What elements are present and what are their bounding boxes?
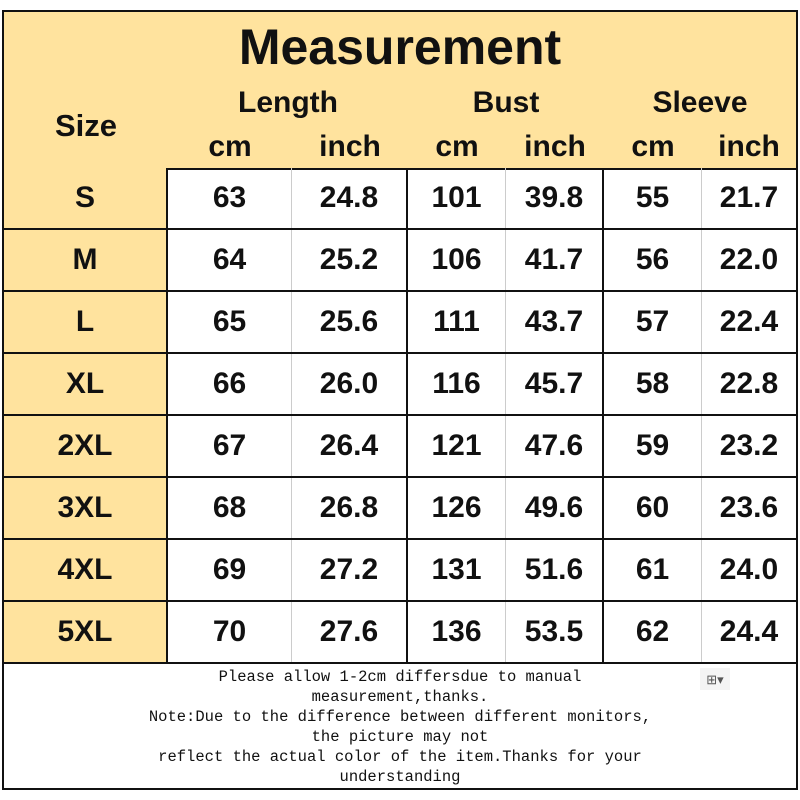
value-cell: 64 <box>168 230 292 290</box>
sleeve-header: Sleeve <box>652 86 748 119</box>
table-row: M 64 25.2 106 41.7 56 22.0 <box>4 230 796 292</box>
table-title: Measurement <box>238 19 562 75</box>
bust-header: Bust <box>472 86 540 119</box>
value-cell: 131 <box>408 540 506 600</box>
table-row: XL 66 26.0 116 45.7 58 22.8 <box>4 354 796 416</box>
size-cell: 4XL <box>4 540 168 600</box>
value-cell: 136 <box>408 602 506 662</box>
unit-header: inch <box>524 130 586 163</box>
value-cell: 26.8 <box>292 478 408 538</box>
table-row: 2XL 67 26.4 121 47.6 59 23.2 <box>4 416 796 478</box>
unit-header: cm <box>631 130 675 163</box>
value-cell: 69 <box>168 540 292 600</box>
value-cell: 51.6 <box>506 540 604 600</box>
value-cell: 47.6 <box>506 416 604 476</box>
value-cell: 55 <box>604 168 702 228</box>
size-column-header: Size <box>54 107 118 143</box>
value-cell: 63 <box>168 168 292 228</box>
note-line: Note:Due to the difference between diffe… <box>148 708 652 726</box>
unit-header: inch <box>319 130 381 163</box>
value-cell: 57 <box>604 292 702 352</box>
value-cell: 22.0 <box>719 243 779 276</box>
value-cell: 66 <box>168 354 292 414</box>
value-cell: 62 <box>604 602 702 662</box>
size-chart-table: Measurement Size Length Bust Sleeve cm i… <box>2 10 798 790</box>
value-cell: 101 <box>408 168 506 228</box>
value-cell: 24.0 <box>719 553 779 586</box>
value-cell: 22.4 <box>719 305 779 338</box>
unit-header: cm <box>435 130 479 163</box>
value-cell: 27.2 <box>292 540 408 600</box>
value-cell: 21.7 <box>719 181 779 214</box>
table-row: 5XL 70 27.6 136 53.5 62 24.4 <box>4 602 796 664</box>
unit-header: cm <box>208 130 252 163</box>
table-row: 3XL 68 26.8 126 49.6 60 23.6 <box>4 478 796 540</box>
value-cell: 111 <box>408 292 506 352</box>
value-cell: 56 <box>604 230 702 290</box>
note-line: the picture may not <box>311 728 489 746</box>
value-cell: 67 <box>168 416 292 476</box>
value-cell: 65 <box>168 292 292 352</box>
size-cell: 5XL <box>4 602 168 662</box>
size-cell: 3XL <box>4 478 168 538</box>
value-cell: 23.2 <box>719 429 779 462</box>
length-header: Length <box>238 86 338 119</box>
size-cell: 2XL <box>4 416 168 476</box>
value-cell: 39.8 <box>506 168 604 228</box>
table-row: L 65 25.6 111 43.7 57 22.4 <box>4 292 796 354</box>
size-cell: S <box>4 168 168 228</box>
value-cell: 25.6 <box>292 292 408 352</box>
value-cell: 126 <box>408 478 506 538</box>
value-cell: 23.6 <box>719 491 779 524</box>
value-cell: 41.7 <box>506 230 604 290</box>
note-line: understanding <box>339 768 461 786</box>
disclaimer-note: Please allow 1-2cm differsdue to manual … <box>4 666 796 788</box>
value-cell: 53.5 <box>506 602 604 662</box>
value-cell: 59 <box>604 416 702 476</box>
value-cell: 68 <box>168 478 292 538</box>
table-row: S 63 24.8 101 39.8 55 21.7 <box>4 168 796 230</box>
value-cell: 24.8 <box>292 168 408 228</box>
value-cell: 49.6 <box>506 478 604 538</box>
table-row: 4XL 69 27.2 131 51.6 61 24.0 <box>4 540 796 602</box>
value-cell: 116 <box>408 354 506 414</box>
value-cell: 24.4 <box>719 615 779 648</box>
value-cell: 58 <box>604 354 702 414</box>
size-cell: L <box>4 292 168 352</box>
value-cell: 25.2 <box>292 230 408 290</box>
paste-options-icon[interactable]: ⊞▾ <box>700 668 730 690</box>
unit-header: inch <box>718 130 780 163</box>
table-header: Measurement Size Length Bust Sleeve cm i… <box>4 12 796 170</box>
note-line: reflect the actual color of the item.Tha… <box>158 748 642 766</box>
note-line: Please allow 1-2cm differsdue to manual <box>218 668 582 686</box>
value-cell: 106 <box>408 230 506 290</box>
value-cell: 22.8 <box>719 367 779 400</box>
value-cell: 70 <box>168 602 292 662</box>
value-cell: 26.0 <box>292 354 408 414</box>
note-line: measurement,thanks. <box>311 688 489 706</box>
value-cell: 60 <box>604 478 702 538</box>
value-cell: 27.6 <box>292 602 408 662</box>
value-cell: 26.4 <box>292 416 408 476</box>
value-cell: 45.7 <box>506 354 604 414</box>
value-cell: 121 <box>408 416 506 476</box>
size-cell: XL <box>4 354 168 414</box>
value-cell: 43.7 <box>506 292 604 352</box>
value-cell: 61 <box>604 540 702 600</box>
size-cell: M <box>4 230 168 290</box>
